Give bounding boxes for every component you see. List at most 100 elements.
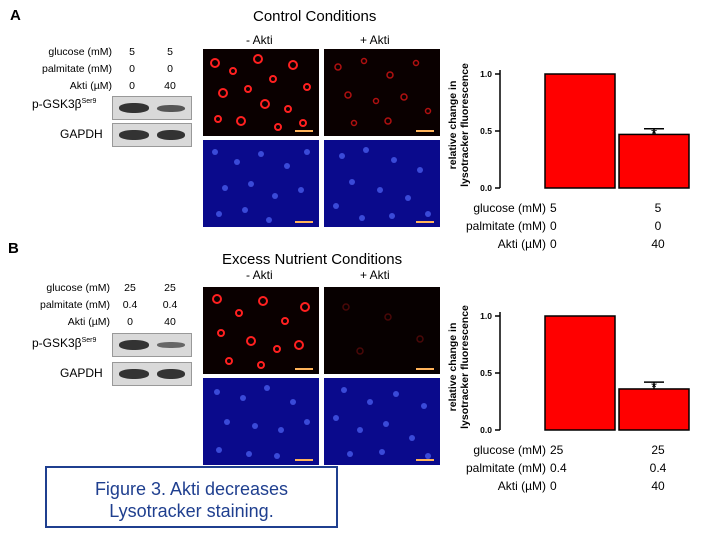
table-cell: 0.4 — [122, 299, 138, 311]
y-tick-label: 1.0 — [480, 311, 492, 321]
x-table-cell: 25 — [651, 443, 665, 457]
blot-band — [119, 130, 149, 140]
x-table-row-label: palmitate (mM) — [466, 461, 546, 475]
bar--Akti — [544, 315, 616, 431]
significance-marker: * — [651, 126, 657, 143]
y-axis-label-line-2: lysotracker fluorescence — [459, 305, 471, 429]
bar-chart-excess-nutrient: relative change inlysotracker fluorescen… — [447, 305, 690, 493]
pgsk-text: p-GSK3β — [32, 336, 82, 350]
pgsk-sup: Ser9 — [81, 98, 97, 105]
lysotracker-image-control-minus-akti — [203, 49, 319, 136]
x-table-cell: 5 — [655, 201, 662, 215]
lysotracker-image-control-plus-akti — [324, 49, 440, 136]
lysotracker-red-cells — [212, 294, 310, 369]
figure-caption: Figure 3. Akti decreases Lysotracker sta… — [45, 466, 338, 528]
nuclei-image-excess-minus-akti — [203, 378, 319, 465]
y-axis-label-line-2: lysotracker fluorescence — [459, 63, 471, 187]
gapdh-label: GAPDH — [60, 366, 103, 380]
treatment-minus-label: - Akti — [246, 33, 273, 47]
x-table-row-label: glucose (mM) — [473, 443, 546, 457]
panel-b-label: B — [8, 240, 19, 257]
blot-band — [119, 340, 149, 350]
row-label: Akti (µM) — [69, 80, 112, 92]
pgsk-blot — [112, 96, 192, 120]
gapdh-label: GAPDH — [60, 127, 103, 141]
lysotracker-image-excess-minus-akti — [203, 287, 319, 374]
row-label: glucose (mM) — [46, 282, 110, 294]
x-table-cell: 0 — [550, 479, 557, 493]
x-table-row-label: palmitate (mM) — [466, 219, 546, 233]
x-table-cell: 0.4 — [550, 461, 567, 475]
nuclei-image-control-plus-akti — [324, 140, 440, 227]
panel-b-title: Excess Nutrient Conditions — [222, 251, 403, 268]
y-tick-label: 1.0 — [480, 69, 492, 79]
y-axis-label-line-1: relative change in — [447, 81, 459, 170]
panel-a-title: Control Conditions — [253, 8, 377, 25]
blot-band — [119, 369, 149, 379]
bar-+Akti — [618, 388, 690, 431]
pgsk-label: p-GSK3βSer9 — [32, 336, 96, 350]
treatment-plus-label: + Akti — [360, 268, 390, 282]
y-tick-label: 0.5 — [480, 126, 492, 136]
scale-bar — [295, 459, 313, 461]
panel-a-col2: 5 0 40 — [160, 44, 180, 95]
row-label: palmitate (mM) — [39, 299, 110, 311]
table-cell: 5 — [167, 46, 173, 58]
blot-band — [119, 103, 149, 113]
treatment-plus-label: + Akti — [360, 33, 390, 47]
pgsk-blot — [112, 333, 192, 357]
y-axis-label: relative change inlysotracker fluorescen… — [447, 305, 471, 429]
x-table-cell: 0 — [655, 219, 662, 233]
panel-b-col2: 25 0.4 40 — [160, 280, 180, 331]
nuclei-blue-cells — [212, 149, 310, 223]
nuclei-blue-cells — [214, 385, 310, 459]
gapdh-blot — [112, 362, 192, 386]
blot-band — [157, 105, 185, 112]
x-table-row-label: glucose (mM) — [473, 201, 546, 215]
scale-bar — [416, 459, 434, 461]
panel-a-col1: 5 0 0 — [122, 44, 142, 95]
panel-a-row-labels: glucose (mM) palmitate (mM) Akti (µM) — [20, 44, 112, 95]
caption-line-1: Figure 3. Akti decreases — [94, 479, 289, 499]
panel-a-label: A — [10, 7, 21, 24]
table-cell: 25 — [164, 282, 176, 294]
nuclei-blue-cells — [333, 387, 431, 459]
pgsk-label: p-GSK3βSer9 — [32, 97, 96, 111]
lysotracker-red-cells — [342, 303, 424, 355]
nuclei-image-excess-plus-akti — [324, 378, 440, 465]
y-tick-label: 0.0 — [480, 425, 492, 435]
row-label: palmitate (mM) — [41, 63, 112, 75]
panel-b-col1: 25 0.4 0 — [120, 280, 140, 331]
table-cell: 0.4 — [162, 299, 178, 311]
gapdh-blot — [112, 123, 192, 147]
lysotracker-image-excess-plus-akti — [324, 287, 440, 374]
y-axis-label-line-1: relative change in — [447, 323, 459, 412]
lysotracker-red-cells — [334, 57, 432, 127]
x-table-cell: 40 — [651, 479, 665, 493]
treatment-minus-label: - Akti — [246, 268, 273, 282]
pgsk-text: p-GSK3β — [32, 97, 82, 111]
bar-chart-control: relative change inlysotracker fluorescen… — [447, 63, 690, 251]
blot-band — [157, 369, 185, 379]
scale-bar — [295, 130, 313, 132]
x-table-cell: 0 — [550, 219, 557, 233]
x-table-cell: 0 — [550, 237, 557, 251]
y-axis-label: relative change inlysotracker fluorescen… — [447, 63, 471, 187]
x-table-row-label: Akti (µM) — [498, 237, 546, 251]
table-cell: 0 — [127, 316, 133, 328]
x-table-cell: 25 — [550, 443, 564, 457]
x-table-cell: 0.4 — [650, 461, 667, 475]
bar--Akti — [544, 73, 616, 189]
y-tick-label: 0.0 — [480, 183, 492, 193]
row-label: glucose (mM) — [48, 46, 112, 58]
scale-bar — [295, 368, 313, 370]
lysotracker-red-cells — [210, 54, 311, 131]
table-cell: 5 — [129, 46, 135, 58]
x-table-cell: 40 — [651, 237, 665, 251]
blot-band — [157, 342, 185, 348]
scale-bar — [416, 221, 434, 223]
panel-b-row-labels: glucose (mM) palmitate (mM) Akti (µM) — [18, 280, 110, 331]
x-table-row-label: Akti (µM) — [498, 479, 546, 493]
table-cell: 0 — [129, 63, 135, 75]
scale-bar — [416, 130, 434, 132]
